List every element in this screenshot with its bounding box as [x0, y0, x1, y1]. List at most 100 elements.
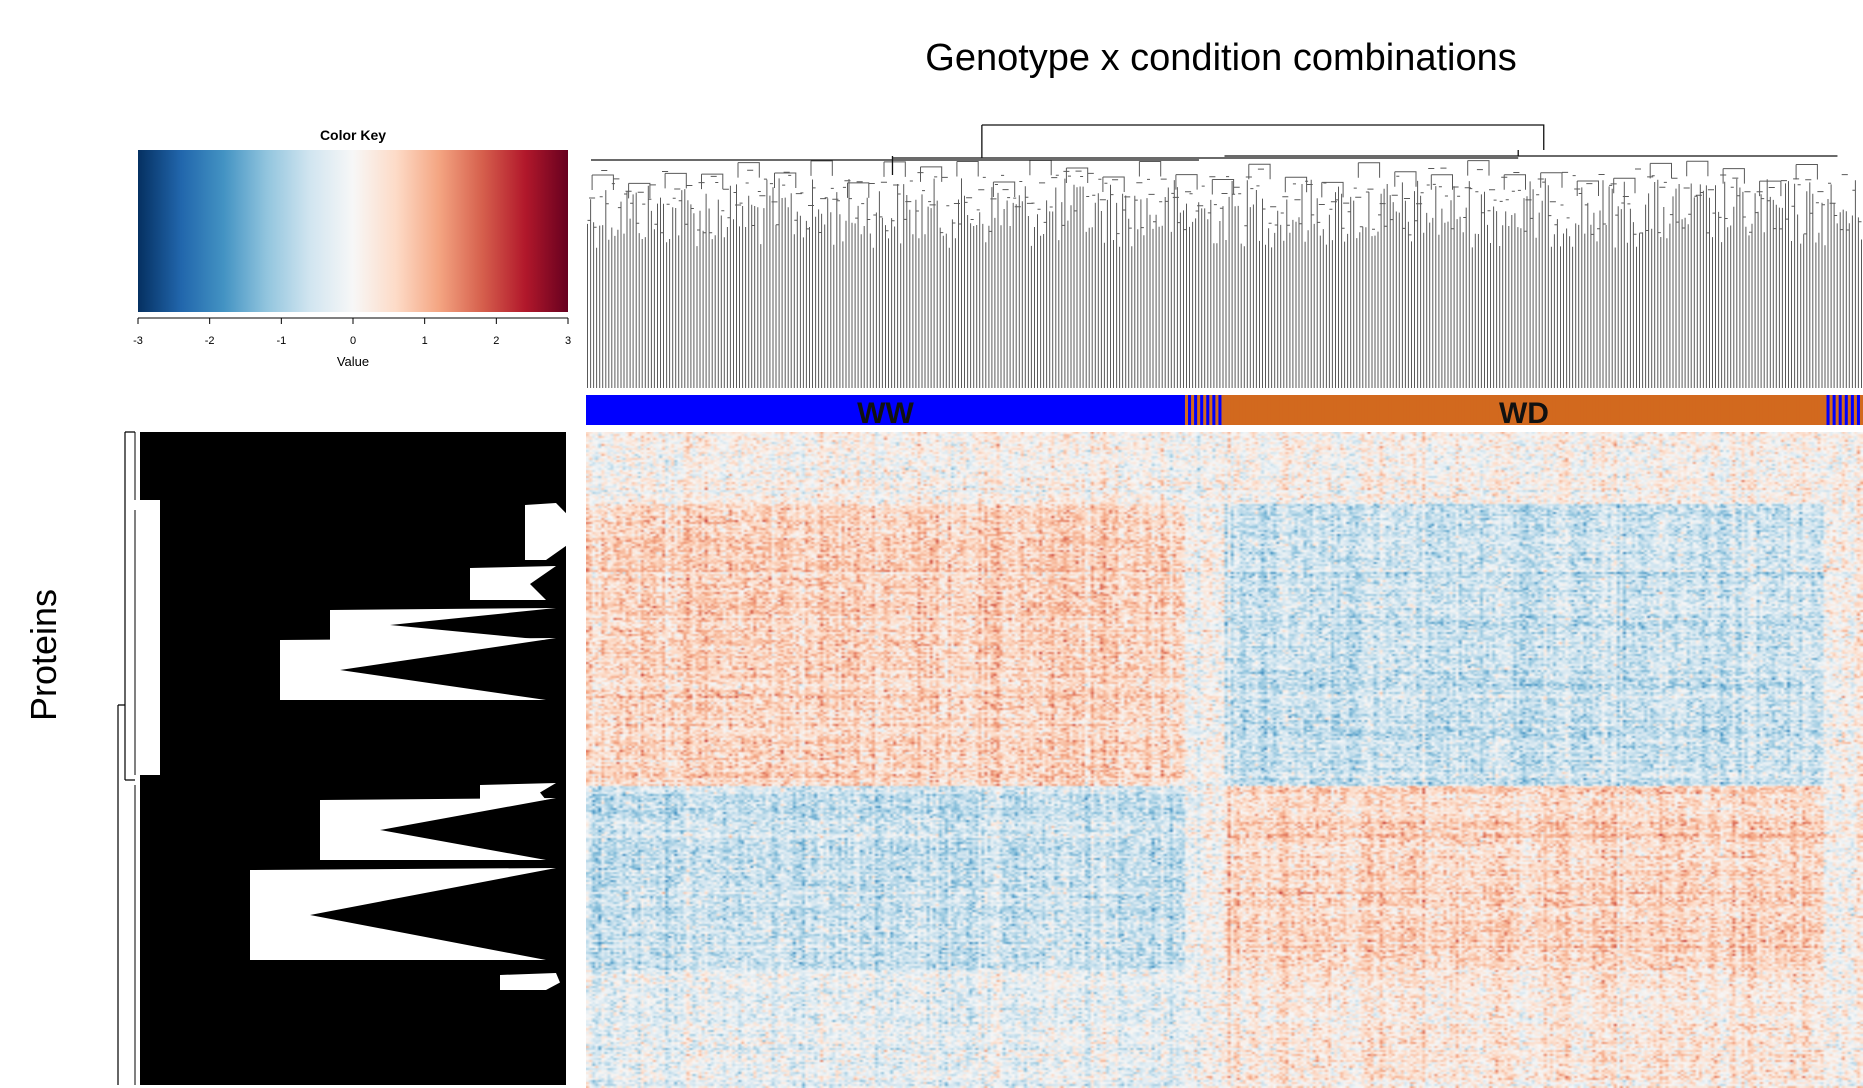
group-bar-cell [1473, 395, 1478, 425]
group-bar-cell [1026, 395, 1031, 425]
group-bar-cell [1416, 395, 1420, 425]
group-bar-cell [1844, 395, 1849, 425]
group-bar-cell [887, 395, 891, 425]
group-bar-cell [1747, 395, 1752, 425]
group-bar-cell [613, 395, 618, 425]
group-bar-cell [1777, 395, 1782, 425]
group-bar-cell [628, 395, 633, 425]
group-bar-cell [1607, 395, 1612, 425]
group-bar-cell [1406, 395, 1411, 425]
column-dendrogram-root [591, 124, 1838, 175]
group-bar-cell [1087, 395, 1092, 425]
group-bar-cell [959, 395, 964, 425]
group-bar-cell [1154, 395, 1159, 425]
group-bar-cell [1288, 395, 1292, 425]
group-bar-cell [1762, 395, 1767, 425]
group-bar-cell [759, 395, 763, 425]
group-bar-cell [820, 395, 824, 425]
group-bar-cell [598, 395, 602, 425]
row-dendrogram-gap [330, 608, 556, 640]
group-bar-cell [1352, 395, 1356, 425]
group-bar-cell [1571, 395, 1575, 425]
group-bar-cell [993, 395, 998, 425]
group-bar-cell [704, 395, 709, 425]
group-bar-cell [1197, 395, 1201, 425]
group-bar-cell [1704, 395, 1709, 425]
color-key-tick-label: 1 [422, 335, 428, 347]
group-bar-cell [1513, 395, 1517, 425]
group-bar-cell [1236, 395, 1241, 425]
group-bar-cell [1555, 395, 1560, 425]
group-bar-cell [1528, 395, 1533, 425]
group-bar-cell [1720, 395, 1724, 425]
group-bar-cell [1452, 395, 1457, 425]
group-bar-cell [953, 395, 958, 425]
group-bar-cell [786, 395, 791, 425]
group-bar-cell [689, 395, 694, 425]
group-bar-cell [1464, 395, 1469, 425]
group-bar-cell [1707, 395, 1712, 425]
group-bar-cell [1701, 395, 1706, 425]
group-bar-cell [810, 395, 815, 425]
group-bar-cell [695, 395, 700, 425]
group-bar-cell [1282, 395, 1286, 425]
group-bar-cell [798, 395, 803, 425]
group-bar-cell [1841, 395, 1846, 425]
group-bar-cell [1531, 395, 1536, 425]
group-bar-cell [1075, 395, 1080, 425]
group-bar-cell [1765, 395, 1770, 425]
group-bar-cell [1710, 395, 1715, 425]
group-bar-cell [1285, 395, 1289, 425]
group-bar-cell [1279, 395, 1283, 425]
group-bar-cell [1051, 395, 1055, 425]
group-bar-cell [1847, 395, 1852, 425]
group-bar-cell [1376, 395, 1381, 425]
group-bar-cell [1039, 395, 1043, 425]
group-bar-cell [601, 395, 605, 425]
group-bar-cell [750, 395, 754, 425]
group-bar-cell [1677, 395, 1682, 425]
group-bar-cell [1680, 395, 1685, 425]
group-bar-cell [640, 395, 645, 425]
group-bar-cell [1309, 395, 1314, 425]
group-bar-cell [1647, 395, 1651, 425]
group-bar-cell [625, 395, 630, 425]
group-bar-cell [1023, 395, 1028, 425]
group-bar-cell [1403, 395, 1408, 425]
group-bar-cell [1768, 395, 1773, 425]
group-bar-cell [1297, 395, 1302, 425]
group-bar-cell [1008, 395, 1013, 425]
group-bar-cell [1729, 395, 1733, 425]
group-bar-cell [686, 395, 690, 425]
group-bar-cell [890, 395, 894, 425]
group-bar-cell [677, 395, 681, 425]
color-key-title: Color Key [320, 127, 386, 143]
group-bar-cell [1437, 395, 1441, 425]
group-bar-cell [1327, 395, 1332, 425]
group-bar-cell [1619, 395, 1624, 425]
group-bar-cell [1215, 395, 1220, 425]
group-bar-cell [768, 395, 773, 425]
group-bar-cell [1817, 395, 1822, 425]
group-bar-cell [947, 395, 952, 425]
group-bar-cell [1537, 395, 1542, 425]
group-bar-cell [1580, 395, 1584, 425]
group-bar-cell [1124, 395, 1128, 425]
group-bar-cell [1507, 395, 1511, 425]
group-bar-cell [1741, 395, 1746, 425]
group-bar-cell [1638, 395, 1642, 425]
color-key-tick-label: 2 [493, 335, 499, 347]
group-bar-cell [1674, 395, 1679, 425]
color-key-tick-label: 0 [350, 335, 356, 347]
group-bar-cell [607, 395, 611, 425]
group-bar-cell [1045, 395, 1049, 425]
group-bar-cell [1540, 395, 1545, 425]
group-bar-cell [792, 395, 797, 425]
group-bar-cell [1090, 395, 1095, 425]
group-bar-cell [817, 395, 821, 425]
group-bar-cell [783, 395, 788, 425]
group-bar-cell [899, 395, 903, 425]
group-bar-cell [1227, 395, 1232, 425]
group-bar-cell [1796, 395, 1800, 425]
